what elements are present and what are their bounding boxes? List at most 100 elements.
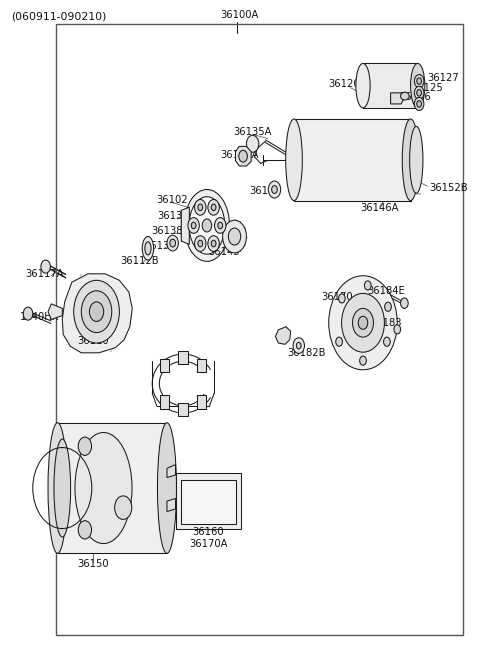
Circle shape [336, 337, 342, 346]
Text: 36183: 36183 [370, 318, 402, 328]
Ellipse shape [401, 92, 409, 100]
Circle shape [78, 521, 92, 539]
Text: 36145: 36145 [208, 247, 240, 256]
Circle shape [342, 293, 384, 352]
Circle shape [384, 337, 390, 346]
Circle shape [41, 260, 50, 273]
Ellipse shape [189, 197, 225, 254]
Polygon shape [276, 327, 291, 344]
Text: 1140HK: 1140HK [20, 312, 59, 322]
Circle shape [89, 302, 104, 321]
Polygon shape [179, 351, 188, 364]
Polygon shape [160, 359, 169, 371]
Bar [181, 480, 236, 524]
Circle shape [272, 186, 277, 194]
Text: 36182B: 36182B [288, 348, 326, 358]
Ellipse shape [145, 242, 151, 255]
Text: 36184E: 36184E [367, 286, 405, 296]
Circle shape [360, 356, 366, 365]
Polygon shape [179, 403, 188, 416]
Circle shape [194, 236, 206, 251]
Circle shape [115, 496, 132, 520]
Text: 36150: 36150 [77, 560, 109, 569]
Circle shape [78, 437, 92, 455]
Circle shape [352, 308, 373, 337]
Text: 36160: 36160 [192, 527, 224, 537]
Text: 36138A: 36138A [151, 226, 190, 236]
Circle shape [384, 302, 391, 312]
Text: 36152B: 36152B [430, 182, 468, 193]
Circle shape [401, 298, 408, 308]
Circle shape [268, 181, 281, 198]
Ellipse shape [48, 422, 67, 554]
Ellipse shape [54, 439, 71, 537]
Circle shape [338, 294, 345, 303]
Circle shape [218, 222, 223, 229]
Circle shape [194, 199, 206, 215]
Circle shape [293, 338, 304, 354]
Circle shape [170, 239, 176, 247]
Polygon shape [62, 274, 132, 353]
Ellipse shape [142, 237, 154, 260]
Circle shape [358, 316, 368, 329]
Circle shape [198, 240, 203, 247]
Text: 36137A: 36137A [157, 211, 196, 220]
Text: 36112B: 36112B [120, 256, 159, 266]
Text: 36110: 36110 [77, 336, 109, 346]
Polygon shape [181, 207, 189, 245]
Polygon shape [391, 93, 403, 104]
Circle shape [188, 218, 199, 234]
Bar [363, 64, 418, 108]
Text: 36125: 36125 [411, 83, 443, 93]
Circle shape [296, 342, 301, 349]
Circle shape [191, 222, 196, 229]
Circle shape [414, 97, 424, 110]
Ellipse shape [286, 119, 302, 201]
Circle shape [414, 75, 424, 88]
Text: 36136: 36136 [144, 241, 176, 251]
Text: 36102: 36102 [156, 195, 188, 205]
Text: 36170: 36170 [321, 292, 353, 302]
Circle shape [215, 218, 226, 234]
Circle shape [202, 219, 212, 232]
Ellipse shape [409, 127, 423, 194]
Ellipse shape [75, 432, 132, 544]
Circle shape [364, 281, 371, 290]
Circle shape [81, 291, 112, 333]
Circle shape [414, 87, 424, 99]
Circle shape [211, 240, 216, 247]
Circle shape [208, 199, 219, 215]
Text: 36131A: 36131A [220, 150, 259, 160]
Circle shape [223, 220, 246, 253]
Text: 36120: 36120 [328, 79, 360, 89]
Circle shape [417, 90, 421, 96]
Ellipse shape [356, 64, 370, 108]
Text: 36185: 36185 [250, 186, 281, 196]
Ellipse shape [410, 64, 425, 108]
Circle shape [167, 236, 179, 251]
Polygon shape [48, 304, 62, 319]
Ellipse shape [402, 119, 419, 201]
Text: 36117A: 36117A [25, 269, 63, 279]
Circle shape [198, 204, 203, 211]
Ellipse shape [157, 422, 177, 554]
Polygon shape [236, 146, 251, 166]
Circle shape [417, 100, 421, 107]
Text: 36135A: 36135A [233, 127, 271, 137]
Polygon shape [197, 359, 206, 371]
Polygon shape [160, 396, 169, 409]
Polygon shape [197, 396, 206, 409]
Circle shape [417, 78, 421, 85]
Bar [58, 422, 167, 554]
Circle shape [329, 276, 397, 370]
Text: 36146A: 36146A [360, 203, 399, 213]
Circle shape [246, 135, 259, 152]
Polygon shape [167, 499, 176, 512]
Circle shape [211, 204, 216, 211]
Circle shape [394, 325, 401, 334]
Bar [294, 119, 410, 201]
Text: (060911-090210): (060911-090210) [11, 11, 106, 21]
Circle shape [23, 307, 33, 320]
Text: 36170A: 36170A [189, 539, 228, 548]
Ellipse shape [184, 190, 229, 261]
